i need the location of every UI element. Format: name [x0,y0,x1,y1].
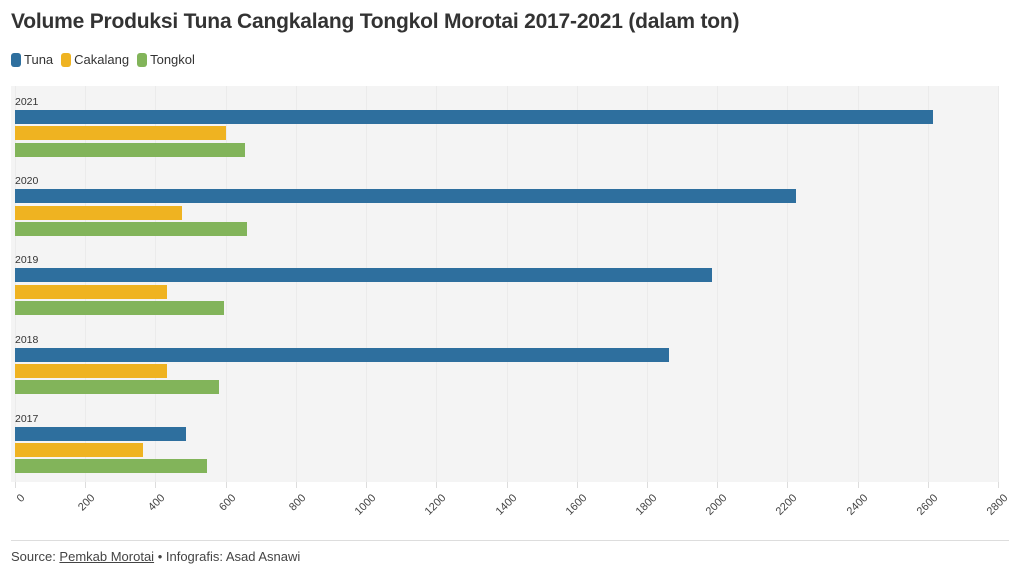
credit: Infografis: Asad Asnawi [165,549,301,564]
separator: • [154,549,166,564]
x-tick-mark [295,482,297,488]
legend-swatch-tuna-icon [11,52,21,67]
bar-tuna-2020[interactable] [15,189,796,204]
x-tick-mark [225,482,227,488]
x-tick-label: 0 [14,492,28,505]
x-tick-mark [366,482,368,488]
bar-tuna-2017[interactable] [15,426,186,441]
chart-title: Volume Produksi Tuna Cangkalang Tongkol … [11,10,740,33]
legend-swatch-tongkol-icon [137,52,148,67]
bar-tongkol-2020[interactable] [15,221,248,236]
x-tick-label: 1600 [563,492,590,518]
gridline [857,86,859,482]
x-tick-mark [155,482,157,488]
x-tick-label: 2800 [984,492,1011,518]
gridline [436,86,438,482]
x-tick-label: 2400 [844,492,871,518]
x-tick-label: 600 [216,492,239,514]
legend-item-tuna[interactable]: Tuna [11,52,53,67]
category-label-2019: 2019 [15,254,39,267]
source-link[interactable]: Pemkab Morotai [59,549,155,564]
footer-divider [11,540,1009,541]
bar-tuna-2019[interactable] [15,268,713,283]
bar-cakalang-2017[interactable] [15,443,144,458]
gridline [506,86,508,482]
gridline [295,86,297,482]
bar-tuna-2018[interactable] [15,347,670,362]
x-tick-mark [576,482,578,488]
x-tick-label: 800 [286,492,309,514]
bar-cakalang-2018[interactable] [15,363,167,378]
x-tick-label: 1000 [352,492,379,518]
x-tick-label: 200 [76,492,98,514]
bar-cakalang-2021[interactable] [15,126,226,141]
bar-tongkol-2017[interactable] [15,459,207,474]
x-tick-mark [717,482,719,488]
gridline [576,86,578,482]
gridline [85,86,87,482]
x-tick-label: 2000 [703,492,730,518]
gridline [15,86,16,482]
source-prefix: Source: [11,549,60,564]
x-tick-mark [927,482,929,488]
legend-label: Tongkol [150,52,195,67]
gridline [366,86,368,482]
bar-tongkol-2021[interactable] [15,142,245,157]
bar-cakalang-2020[interactable] [15,205,183,220]
category-label-2017: 2017 [15,412,39,425]
gridline [927,86,929,482]
x-tick-mark [646,482,648,488]
bar-tuna-2021[interactable] [15,110,933,124]
x-tick-mark [15,482,16,488]
bar-tongkol-2018[interactable] [15,380,220,395]
x-tick-label: 400 [146,492,168,514]
gridline [787,86,789,482]
x-tick-mark [436,482,438,488]
x-tick-mark [857,482,859,488]
x-tick-mark [506,482,508,488]
x-tick-mark [787,482,789,488]
legend-label: Tuna [24,52,54,67]
x-tick-label: 2200 [774,492,800,518]
gridline [646,86,648,482]
legend-swatch-cakalang-icon [61,52,72,67]
gridline [155,86,157,482]
gridline [717,86,719,482]
category-label-2020: 2020 [15,175,39,188]
bar-cakalang-2019[interactable] [15,284,168,299]
gridline [998,86,999,482]
x-tick-label: 1800 [633,492,660,518]
category-label-2021: 2021 [15,96,39,108]
legend-item-tongkol[interactable]: Tongkol [137,52,195,67]
x-tick-mark [998,482,999,488]
legend-item-cakalang[interactable]: Cakalang [61,52,129,67]
x-tick-mark [85,482,87,488]
x-tick-label: 2600 [914,492,941,518]
x-tick-label: 1200 [422,492,449,518]
plot-area: 2021 2020 2019 2018 2017 [11,86,999,482]
footer: Source: Pemkab Morotai • Infografis: Asa… [11,549,300,564]
legend-label: Cakalang [74,52,130,67]
gridline [225,86,227,482]
x-axis: 0 200 400 600 800 1000 1200 1400 1600 1800 2000 220… [0,482,1020,532]
category-label-2018: 2018 [15,333,39,346]
bar-tongkol-2019[interactable] [15,301,224,315]
x-tick-label: 1400 [493,492,519,518]
legend: Tuna Cakalang Tongkol [11,52,203,67]
